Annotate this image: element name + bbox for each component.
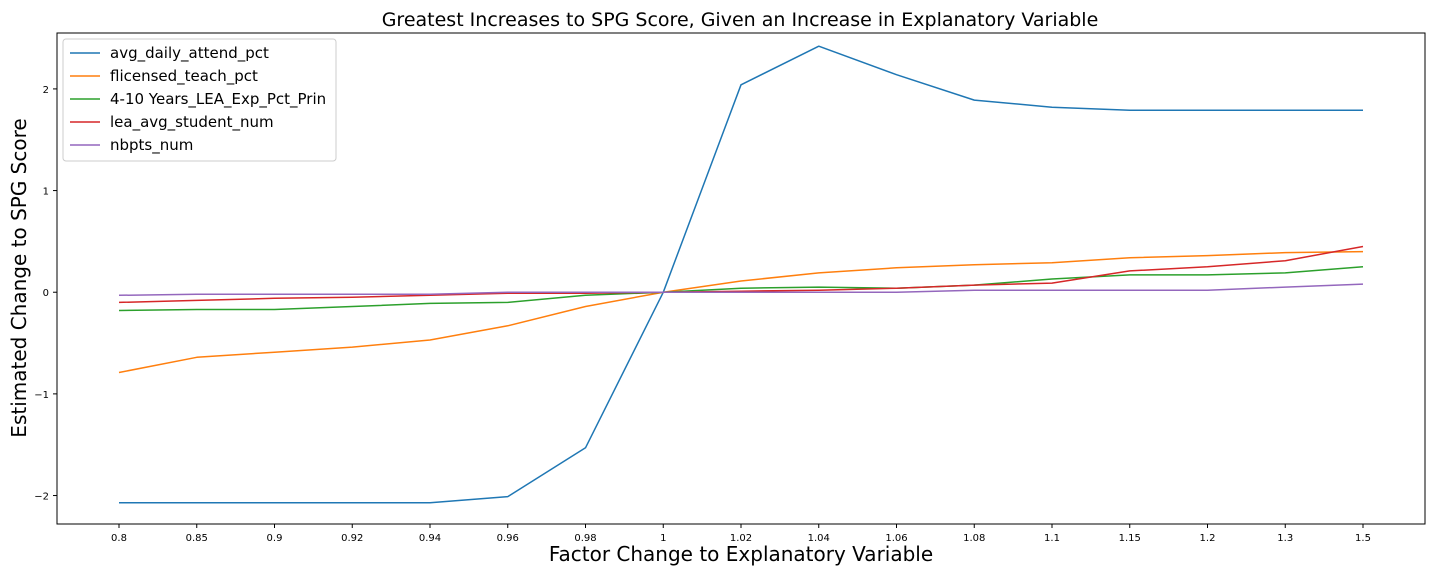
x-tick-label: 0.96 xyxy=(497,533,519,544)
x-axis-label: Factor Change to Explanatory Variable xyxy=(549,542,933,566)
x-tick-label: 1 xyxy=(660,533,666,544)
x-tick-label: 0.98 xyxy=(574,533,596,544)
x-tick-label: 1.1 xyxy=(1044,533,1060,544)
legend: avg_daily_attend_pct flicensed_teach_pct 4… xyxy=(62,38,337,162)
x-tick-label: 1.2 xyxy=(1200,533,1216,544)
x-tick-label: 1.06 xyxy=(885,533,907,544)
y-tick-label: 2 xyxy=(43,85,49,96)
x-tick-label: 1.5 xyxy=(1355,533,1371,544)
x-tick-label: 1.15 xyxy=(1119,533,1141,544)
y-tick-label: 0 xyxy=(43,288,49,299)
series-line-nbpts-num xyxy=(118,283,1364,297)
y-tick-label: 1 xyxy=(43,187,49,198)
chart-title: Greatest Increases to SPG Score, Given a… xyxy=(382,9,1099,31)
x-tick-label: 0.8 xyxy=(111,533,127,544)
y-tick-label: −2 xyxy=(34,492,49,503)
series-line-4-10-years-lea-exp-pct-prin xyxy=(118,266,1364,312)
x-tick-label: 1.08 xyxy=(963,533,985,544)
y-axis-label: Estimated Change to SPG Score xyxy=(7,118,31,437)
series-line-avg-daily-attend-pct xyxy=(119,45,1363,504)
y-tick-label: −1 xyxy=(34,390,49,401)
series-line-lea-avg-student-num xyxy=(118,245,1364,304)
x-tick-label: 0.94 xyxy=(419,533,441,544)
x-tick-label: 1.3 xyxy=(1277,533,1293,544)
legend-label: 4-10 Years_LEA_Exp_Pct_Prin xyxy=(110,90,326,109)
x-tick-label: 0.85 xyxy=(186,533,208,544)
legend-label: flicensed_teach_pct xyxy=(110,67,258,86)
legend-label: nbpts_num xyxy=(110,136,193,155)
series-line-flicensed-teach-pct xyxy=(118,250,1364,374)
legend-label: lea_avg_student_num xyxy=(110,113,274,132)
plot-frame xyxy=(56,32,1426,525)
x-tick-label: 0.92 xyxy=(341,533,363,544)
legend-label: avg_daily_attend_pct xyxy=(110,44,269,63)
x-tick-label: 1.02 xyxy=(730,533,752,544)
x-tick-label: 1.04 xyxy=(808,533,830,544)
x-tick-label: 0.9 xyxy=(267,533,283,544)
legend-box xyxy=(62,38,337,162)
